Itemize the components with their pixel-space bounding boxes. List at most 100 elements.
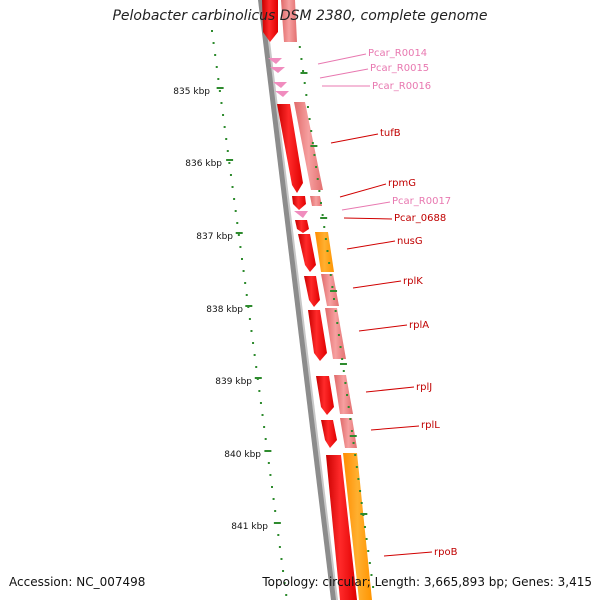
- tick-dot: [344, 382, 347, 384]
- tick-dot: [347, 406, 350, 408]
- gene-nusG: [298, 234, 316, 272]
- tick-dot: [360, 502, 363, 504]
- tick-dot: [336, 322, 339, 324]
- tick-dot: [318, 190, 321, 192]
- tick-dot: [306, 106, 309, 108]
- scale-label-841: 841 kbp: [231, 522, 268, 532]
- gene-pcar-0688: [295, 220, 309, 233]
- tick-dot: [350, 430, 353, 432]
- tick-dot: [319, 202, 322, 204]
- tick-dot: [313, 154, 316, 156]
- tick-dot: [357, 478, 360, 480]
- tick-dot: [278, 546, 281, 548]
- leader-rplL: [370, 425, 420, 431]
- tick-dot: [302, 70, 305, 72]
- tick-dot: [241, 258, 243, 260]
- tick-dot: [271, 486, 273, 488]
- leader-rplA: [358, 324, 408, 332]
- gene-top-light: [281, 0, 297, 42]
- tick-dot: [237, 234, 240, 236]
- tick-dot: [248, 318, 251, 320]
- leader-rpoB: [383, 551, 433, 557]
- tick-dot: [242, 270, 245, 272]
- gene-rpmG: [292, 196, 306, 210]
- rna-feature-r0015: [270, 67, 285, 73]
- tick-dot: [298, 46, 301, 48]
- tick-dot: [323, 226, 326, 228]
- tick-dot: [283, 582, 286, 584]
- gene-rplJ-light: [334, 375, 353, 414]
- feature-labels: Pcar_R0014 Pcar_R0015 Pcar_R0016 tufB rp…: [368, 48, 458, 558]
- tick-dot: [253, 354, 256, 356]
- leader-pcar-0688: [343, 217, 393, 220]
- tick-dot: [245, 294, 248, 296]
- gene-rplL-light: [340, 418, 357, 448]
- tick-dot: [215, 66, 218, 68]
- tick-dot: [333, 298, 336, 300]
- tick-dot: [316, 178, 319, 180]
- scale-label-840: 840 kbp: [224, 450, 261, 460]
- tick-dot: [244, 282, 247, 284]
- rna-feature-r0016a: [273, 82, 287, 88]
- accession-text: Accession: NC_007498: [9, 575, 146, 589]
- tick-dot: [372, 586, 375, 588]
- topology-text: Topology: circular; Length: 3,665,893 bp…: [262, 575, 592, 589]
- tick-dot: [229, 174, 232, 176]
- leader-rplK: [352, 280, 402, 289]
- tick-dot: [269, 474, 272, 476]
- label-rplL: rplL: [421, 420, 440, 431]
- page-title: Pelobacter carbinolicus DSM 2380, comple…: [112, 8, 488, 24]
- genome-backbone: [258, 0, 337, 600]
- tick-dot: [214, 54, 217, 56]
- leader-tufB: [330, 133, 379, 144]
- tick-dot: [349, 418, 352, 420]
- tick-dot: [303, 82, 306, 84]
- scale-labels: 835 kbp 836 kbp 837 kbp 838 kbp 839 kbp …: [173, 87, 268, 532]
- scale-ticks: [211, 30, 375, 596]
- label-pcar-r0017: Pcar_R0017: [392, 196, 451, 207]
- rna-feature-r0014: [268, 58, 282, 64]
- label-pcar-r0014: Pcar_R0014: [368, 48, 427, 59]
- tick-dot: [337, 334, 340, 336]
- gene-rplK: [304, 276, 320, 307]
- tick-dot: [300, 58, 303, 60]
- tick-dot: [263, 426, 266, 428]
- leader-r0017: [341, 201, 391, 211]
- label-nusG: nusG: [397, 236, 423, 247]
- rna-feature-r0017: [294, 211, 308, 218]
- gene-top-red: [262, 0, 278, 42]
- tick-dot: [259, 402, 262, 404]
- tick-dot: [274, 510, 277, 512]
- label-pcar-0688: Pcar_0688: [394, 213, 446, 224]
- tick-dot: [329, 274, 332, 276]
- tick-dot: [233, 198, 236, 200]
- tick-dot: [282, 570, 285, 572]
- gene-rpoB-orange: [343, 453, 372, 600]
- tick-dot: [261, 414, 264, 416]
- tick-dot: [252, 342, 255, 344]
- tick-dot: [365, 538, 368, 540]
- tick-dot: [255, 366, 258, 368]
- label-rplJ: rplJ: [416, 382, 432, 393]
- tick-dot: [321, 214, 324, 216]
- gene-rplL: [321, 420, 337, 448]
- tick-dot: [258, 390, 261, 392]
- gene-tufB: [277, 104, 303, 193]
- tick-dot: [305, 94, 308, 96]
- tick-dot: [234, 210, 237, 212]
- leader-r0015: [319, 68, 369, 79]
- label-rpoB: rpoB: [434, 547, 458, 558]
- scale-label-839: 839 kbp: [215, 377, 252, 387]
- tick-dot: [359, 490, 362, 492]
- tick-dot: [250, 330, 253, 332]
- backbone-highlight: [263, 0, 338, 600]
- scale-label-838: 838 kbp: [206, 305, 243, 315]
- tick-dot: [342, 370, 345, 372]
- tick-dot: [277, 534, 280, 536]
- tick-dot: [315, 166, 318, 168]
- tick-dot: [223, 126, 226, 128]
- tick-dot: [231, 186, 234, 188]
- tick-dot: [228, 162, 231, 164]
- tick-dot: [220, 102, 223, 104]
